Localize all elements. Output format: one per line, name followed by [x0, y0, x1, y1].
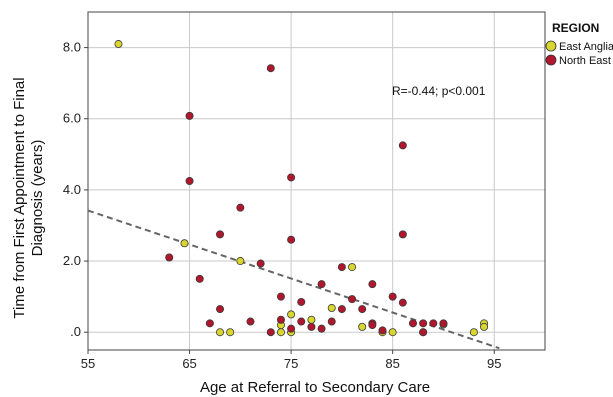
plot-area [87, 11, 546, 351]
data-point-north-east [287, 324, 296, 333]
y-tick-label: 2.0 [63, 253, 81, 268]
data-point-north-east [297, 317, 306, 326]
y-tick-label: 8.0 [63, 40, 81, 55]
data-point-north-east [205, 319, 214, 328]
data-point-north-east [236, 203, 245, 212]
data-point-north-east [216, 305, 225, 314]
legend: REGION East Anglia North East [545, 21, 613, 67]
x-tick-label: 85 [385, 356, 399, 371]
data-point-north-east [266, 64, 275, 73]
x-tick-label: 65 [182, 356, 196, 371]
gridlines [87, 12, 545, 350]
data-point-north-east [358, 305, 367, 314]
data-point-north-east [297, 297, 306, 306]
data-point-north-east [185, 176, 194, 185]
data-point-north-east [287, 235, 296, 244]
data-point-north-east [398, 298, 407, 307]
correlation-annotation: R=-0.44; p<0.001 [392, 84, 486, 98]
data-point-east-anglia [236, 257, 245, 266]
data-point-north-east [398, 230, 407, 239]
data-point-east-anglia [287, 310, 296, 319]
data-point-east-anglia [276, 328, 285, 337]
data-point-east-anglia [327, 304, 336, 313]
data-point-north-east [368, 321, 377, 330]
data-point-north-east [398, 141, 407, 150]
data-point-north-east [327, 317, 336, 326]
data-point-north-east [337, 263, 346, 272]
data-point-east-anglia [114, 40, 123, 49]
y-axis-title-line-2: Diagnosis (years) [29, 140, 46, 257]
data-point-north-east [378, 326, 387, 335]
data-point-north-east [317, 324, 326, 333]
data-point-north-east [317, 280, 326, 289]
data-point-east-anglia [307, 315, 316, 324]
data-point-north-east [266, 328, 275, 337]
data-point-north-east [165, 253, 174, 262]
data-point-north-east [276, 292, 285, 301]
y-tick-label: 4.0 [63, 182, 81, 197]
x-tick-label: 55 [81, 356, 95, 371]
y-tick-label: .0 [70, 324, 81, 339]
legend-marker-north-east [545, 54, 557, 66]
x-tick-label: 75 [284, 356, 298, 371]
data-point-east-anglia [469, 328, 478, 337]
data-point-north-east [439, 319, 448, 328]
data-point-east-anglia [388, 328, 397, 337]
x-axis-title: Age at Referral to Secondary Care [200, 379, 430, 396]
data-point-north-east [388, 292, 397, 301]
axis-ticks: .0 2.0 4.0 6.0 8.0 55 65 75 85 95 [63, 40, 502, 371]
legend-label-north-east: North East [559, 55, 611, 67]
y-axis-title-line-1: Time from First Appointment to Final [11, 77, 28, 318]
data-point-north-east [287, 173, 296, 182]
data-point-north-east [185, 111, 194, 120]
data-point-east-anglia [358, 322, 367, 331]
legend-marker-east-anglia [545, 40, 557, 52]
data-point-north-east [276, 315, 285, 324]
data-point-north-east [419, 328, 428, 337]
legend-title: REGION [552, 21, 599, 35]
data-point-north-east [408, 319, 417, 328]
data-point-north-east [195, 274, 204, 283]
data-point-east-anglia [348, 263, 357, 272]
data-point-north-east [419, 319, 428, 328]
data-point-north-east [256, 259, 265, 268]
data-point-north-east [429, 319, 438, 328]
data-point-east-anglia [480, 322, 489, 331]
data-point-north-east [307, 322, 316, 331]
legend-label-east-anglia: East Anglia [559, 41, 613, 53]
data-point-east-anglia [226, 328, 235, 337]
x-tick-label: 95 [487, 356, 501, 371]
data-point-north-east [337, 305, 346, 314]
data-point-north-east [216, 230, 225, 239]
data-points [114, 40, 489, 337]
data-point-north-east [368, 280, 377, 289]
y-tick-label: 6.0 [63, 111, 81, 126]
data-point-north-east [348, 295, 357, 304]
data-point-north-east [246, 317, 255, 326]
data-point-east-anglia [180, 239, 189, 248]
data-point-east-anglia [216, 328, 225, 337]
